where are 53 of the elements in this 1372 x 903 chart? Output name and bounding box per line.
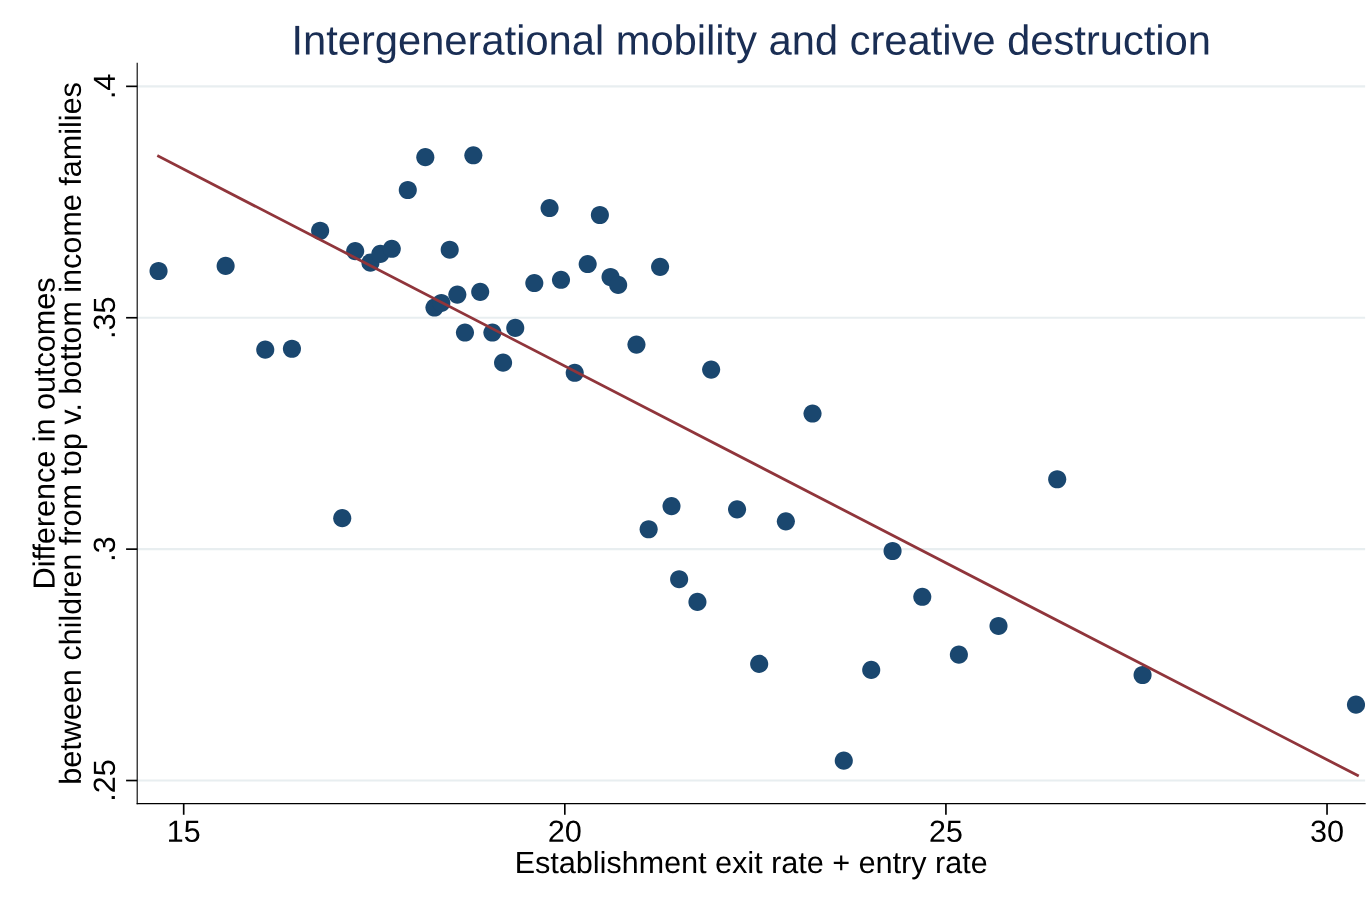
y-tick-label: .35: [93, 297, 116, 337]
point: [1346, 695, 1366, 714]
point: [670, 570, 689, 589]
point: [728, 500, 747, 519]
point: [149, 261, 168, 281]
point: [551, 270, 571, 289]
point: [416, 148, 435, 167]
point: [464, 146, 483, 165]
point: [662, 497, 681, 516]
point: [311, 221, 330, 240]
x-axis-title: Establishment exit rate + entry rate: [517, 850, 987, 880]
y-tick-label: .3: [93, 537, 116, 560]
point: [989, 616, 1008, 636]
point: [639, 520, 658, 539]
point: [609, 275, 628, 294]
x-tick-label: 30: [1311, 820, 1343, 843]
point: [506, 318, 525, 337]
point: [525, 273, 544, 293]
chart-title: Intergenerational mobility and creative destruction: [295, 24, 1209, 64]
x-tick-label: 25: [930, 820, 962, 843]
point: [883, 541, 902, 561]
point: [440, 240, 459, 259]
point: [282, 339, 301, 358]
point: [702, 360, 721, 379]
point: [455, 323, 475, 342]
point: [776, 512, 795, 531]
point: [651, 257, 670, 276]
point: [862, 660, 881, 679]
point: [913, 587, 932, 606]
point: [1048, 470, 1067, 489]
x-tick-label: 15: [169, 820, 200, 843]
point: [471, 282, 490, 301]
point: [803, 404, 822, 423]
point: [494, 353, 513, 372]
point: [578, 255, 597, 274]
point: [382, 239, 401, 258]
x-tick-label: 20: [549, 820, 581, 843]
point: [540, 199, 559, 218]
y-tick-label: .25: [93, 760, 116, 799]
point: [834, 751, 853, 770]
point: [1133, 665, 1152, 685]
point: [216, 256, 235, 275]
point: [398, 180, 417, 200]
point: [627, 335, 646, 354]
point: [333, 509, 352, 528]
point: [949, 645, 968, 664]
point: [750, 654, 769, 673]
y-tick-label: .4: [93, 74, 115, 97]
y-axis-title: Difference in outcomes between children from top v. bottom income families: [32, 83, 88, 783]
point: [256, 340, 275, 359]
point: [688, 592, 707, 611]
point: [590, 205, 609, 225]
point: [448, 285, 467, 304]
